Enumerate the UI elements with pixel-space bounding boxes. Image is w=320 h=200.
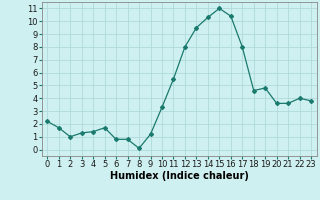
X-axis label: Humidex (Indice chaleur): Humidex (Indice chaleur) — [110, 171, 249, 181]
